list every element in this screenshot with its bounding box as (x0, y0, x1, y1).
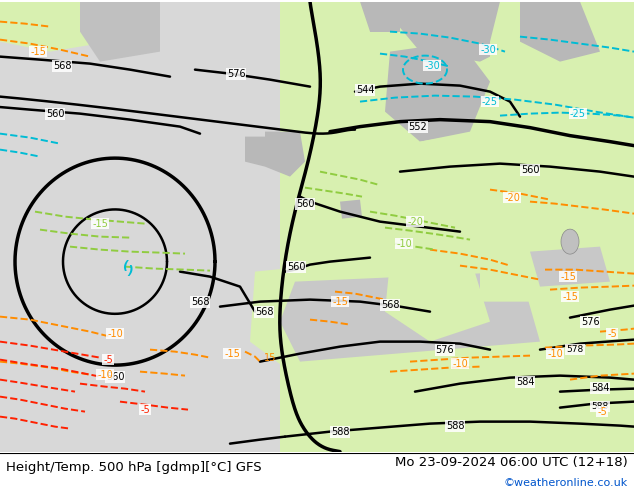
Text: -30: -30 (480, 45, 496, 54)
Text: -15: -15 (332, 296, 348, 307)
Text: 15: 15 (264, 353, 276, 363)
Text: -15: -15 (224, 348, 240, 359)
Text: -15: -15 (560, 271, 576, 282)
Text: 568: 568 (53, 61, 71, 71)
Text: 560: 560 (106, 371, 124, 382)
Polygon shape (0, 1, 80, 32)
Polygon shape (280, 1, 360, 32)
Polygon shape (280, 271, 540, 362)
Polygon shape (385, 257, 490, 342)
Text: 552: 552 (409, 122, 427, 132)
Text: 576: 576 (227, 69, 245, 78)
Text: 560: 560 (287, 262, 305, 271)
Polygon shape (395, 1, 520, 62)
Text: 568: 568 (191, 296, 209, 307)
Text: -20: -20 (504, 193, 520, 203)
Polygon shape (295, 142, 450, 262)
Text: ©weatheronline.co.uk: ©weatheronline.co.uk (503, 478, 628, 488)
Text: ): ) (127, 265, 133, 278)
Text: 578: 578 (566, 345, 584, 354)
Polygon shape (385, 42, 490, 142)
Text: 588: 588 (446, 420, 464, 431)
Ellipse shape (561, 229, 579, 254)
Polygon shape (340, 199, 362, 219)
Text: -5: -5 (140, 405, 150, 415)
Polygon shape (245, 137, 265, 167)
Polygon shape (0, 32, 280, 452)
Text: 584: 584 (515, 377, 534, 387)
Text: 588: 588 (331, 427, 349, 437)
Text: -15: -15 (562, 292, 578, 302)
Text: 576: 576 (436, 344, 455, 355)
Polygon shape (480, 101, 634, 302)
Polygon shape (265, 132, 305, 176)
Text: -15: -15 (92, 219, 108, 229)
Text: 560: 560 (46, 109, 64, 119)
Polygon shape (280, 1, 634, 452)
Text: (: ( (122, 260, 128, 273)
Polygon shape (80, 1, 160, 62)
Text: -10: -10 (107, 329, 123, 339)
Text: -10: -10 (97, 369, 113, 380)
Text: -15: -15 (30, 47, 46, 57)
Text: -10: -10 (547, 348, 563, 359)
Text: -25: -25 (570, 109, 586, 119)
Polygon shape (490, 1, 634, 132)
Polygon shape (280, 371, 634, 452)
Text: 576: 576 (581, 317, 599, 327)
Text: -5: -5 (597, 407, 607, 416)
Text: -20: -20 (407, 217, 423, 226)
Text: 588: 588 (592, 402, 609, 411)
Polygon shape (0, 1, 280, 32)
Polygon shape (0, 1, 120, 62)
Polygon shape (530, 246, 610, 287)
Polygon shape (280, 1, 380, 82)
Text: -25: -25 (482, 97, 498, 107)
Text: -5: -5 (103, 355, 113, 365)
Text: Height/Temp. 500 hPa [gdmp][°C] GFS: Height/Temp. 500 hPa [gdmp][°C] GFS (6, 462, 262, 474)
Text: -10: -10 (452, 359, 468, 368)
Polygon shape (250, 262, 370, 371)
Polygon shape (415, 132, 490, 201)
Text: 560: 560 (521, 165, 540, 174)
Text: 584: 584 (591, 383, 609, 392)
Text: 544: 544 (356, 85, 374, 95)
Polygon shape (0, 1, 110, 51)
Polygon shape (520, 1, 600, 62)
Text: 568: 568 (255, 307, 273, 317)
Text: Mo 23-09-2024 06:00 UTC (12+18): Mo 23-09-2024 06:00 UTC (12+18) (395, 456, 628, 469)
Text: -30: -30 (424, 61, 440, 71)
Text: -5: -5 (607, 329, 617, 339)
Text: 560: 560 (295, 198, 314, 209)
Polygon shape (280, 382, 520, 421)
Text: 568: 568 (381, 299, 399, 310)
Text: -10: -10 (396, 239, 412, 248)
Polygon shape (360, 1, 400, 32)
